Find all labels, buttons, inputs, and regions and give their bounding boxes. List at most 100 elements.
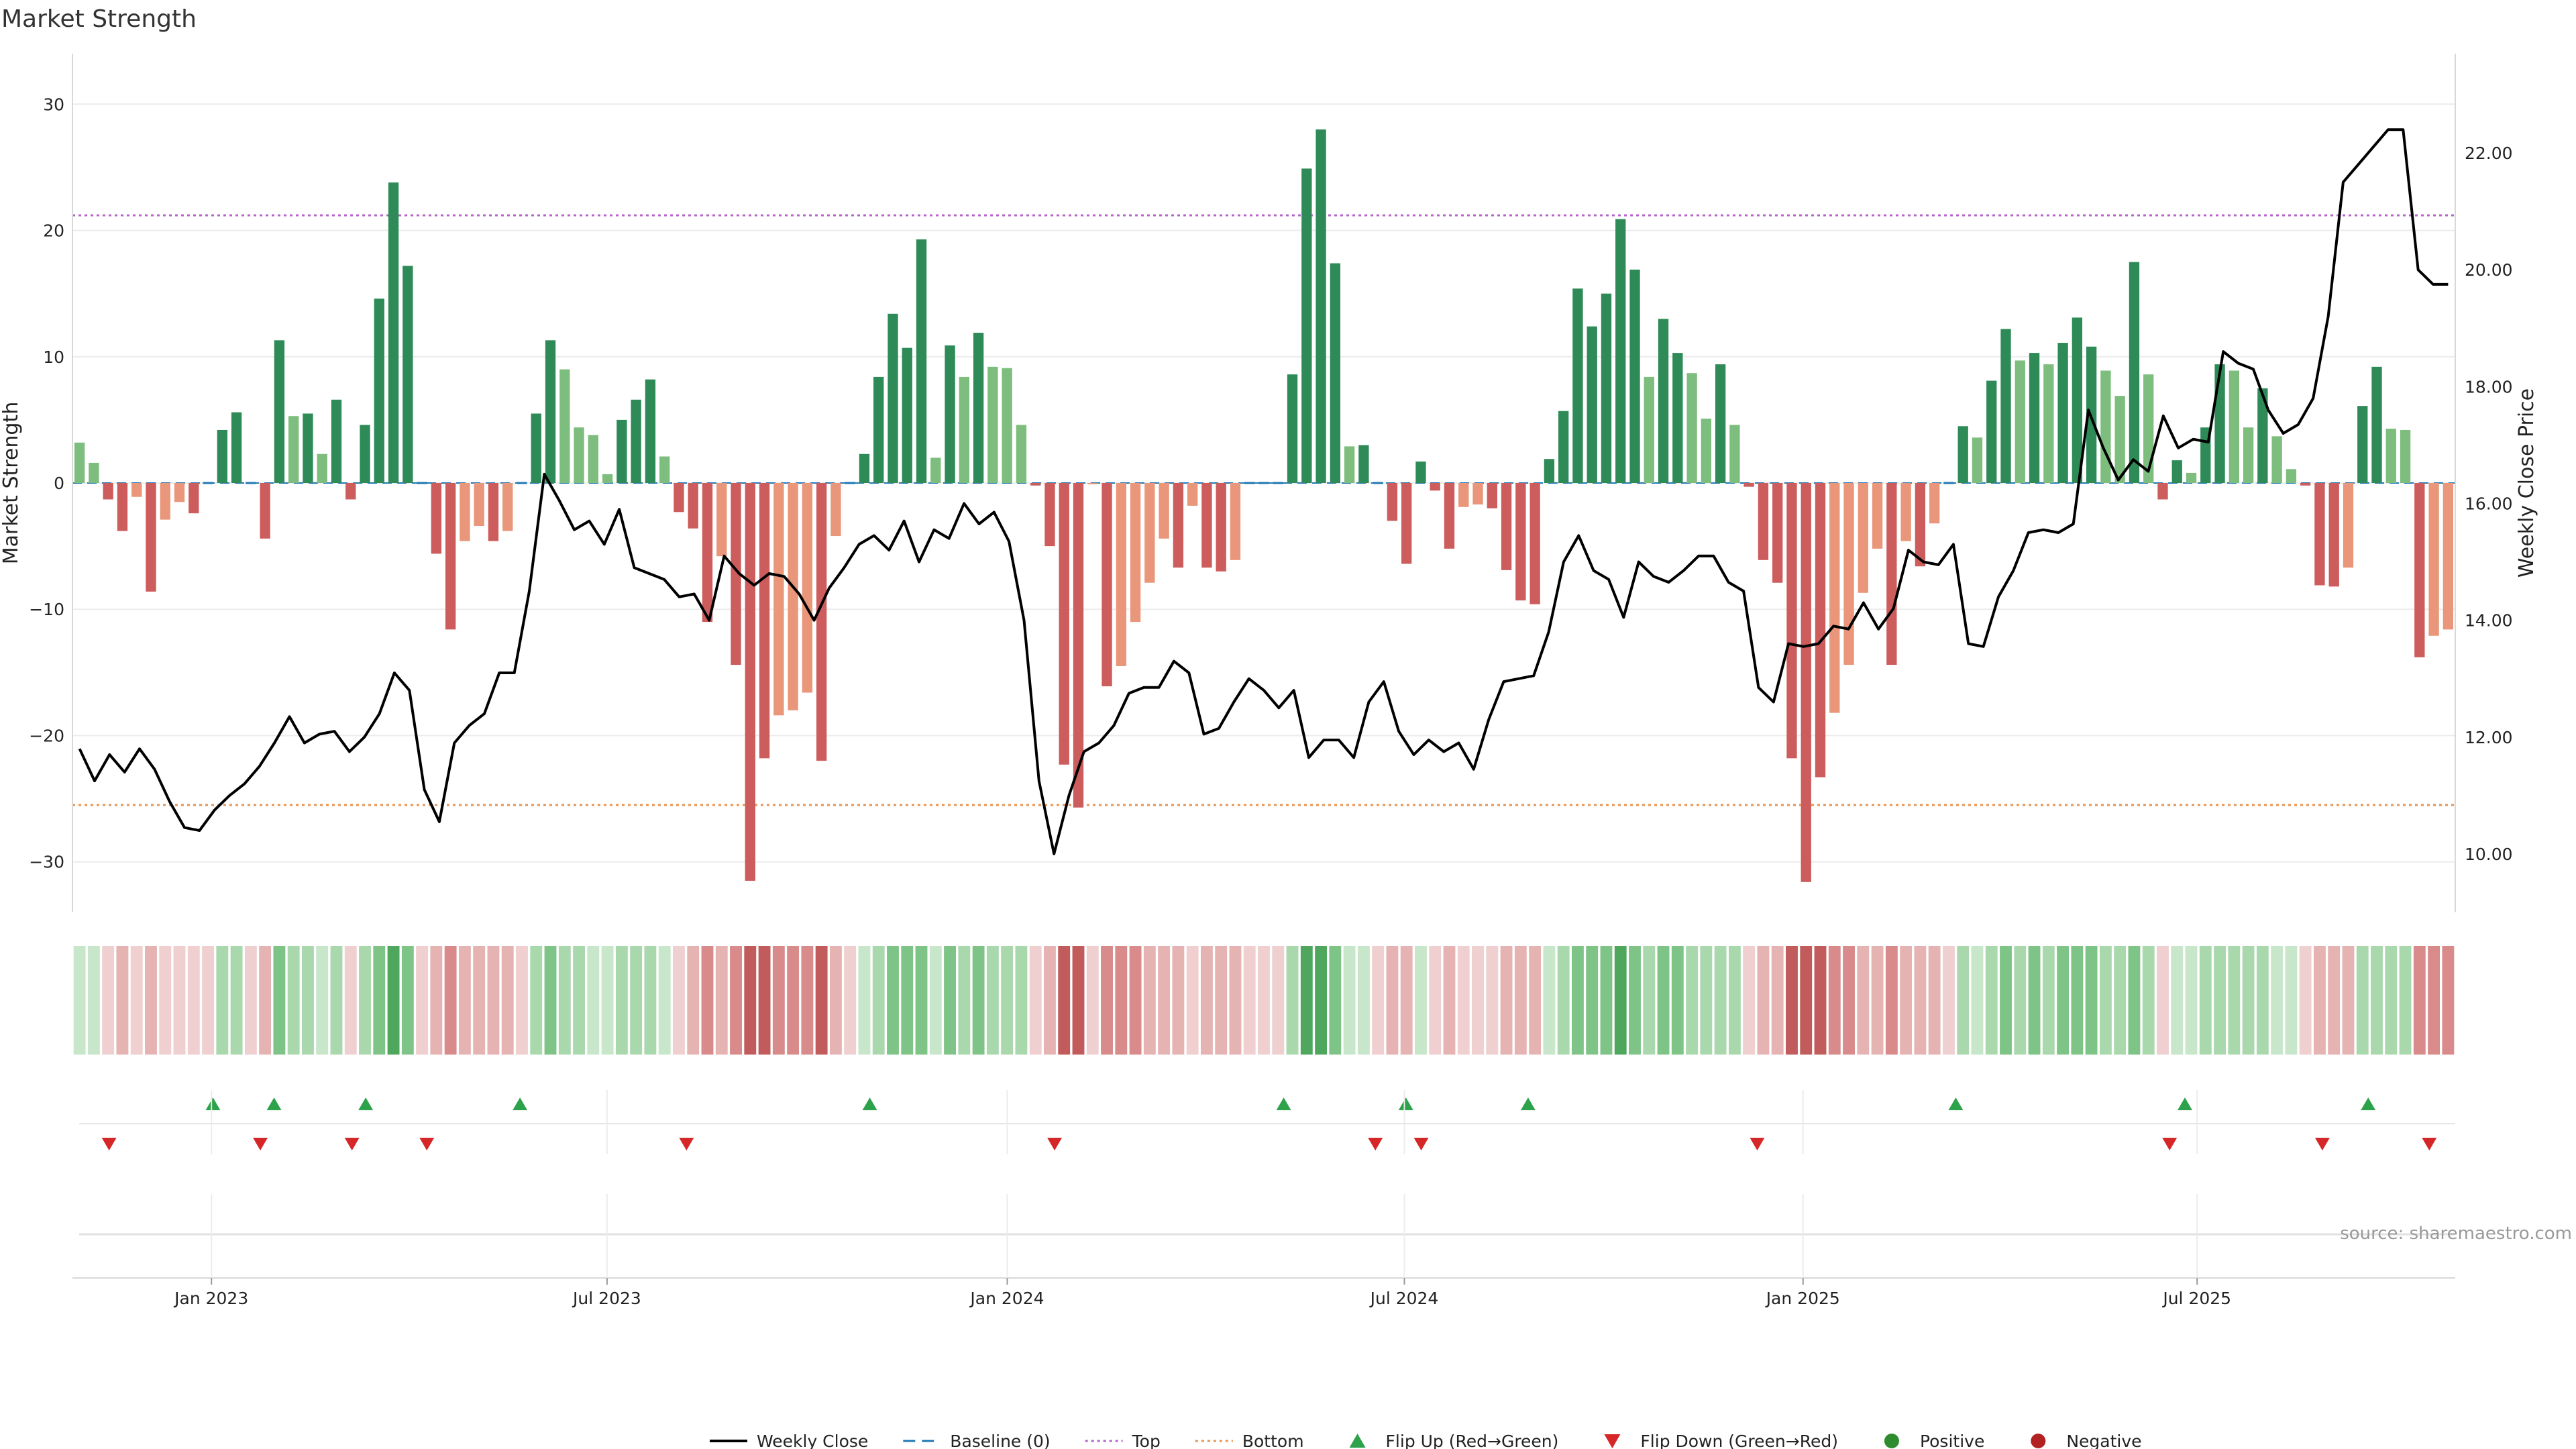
flip-down-marker — [1750, 1138, 1765, 1150]
flip-down-marker — [1047, 1138, 1063, 1150]
regime-cell — [844, 946, 857, 1055]
regime-cell — [2085, 946, 2098, 1055]
reference-lines — [72, 214, 2455, 806]
strength-bar — [1758, 483, 1769, 560]
legend-swatch-down-triangle — [1604, 1434, 1621, 1448]
strength-bar — [1472, 483, 1483, 504]
regime-cell — [373, 946, 386, 1055]
strength-bar — [2428, 483, 2439, 636]
regime-cell — [1885, 946, 1898, 1055]
strength-bar — [2129, 262, 2140, 483]
strength-bar — [1544, 459, 1555, 483]
strength-bar — [2114, 396, 2125, 483]
regime-cell — [1800, 946, 1813, 1055]
strength-bar — [288, 416, 299, 483]
flip-up-marker — [513, 1097, 528, 1110]
strength-bar — [2186, 472, 2197, 483]
regime-cell — [1415, 946, 1427, 1055]
regime-cell — [2285, 946, 2298, 1055]
regime-cell — [1386, 946, 1399, 1055]
strength-bar — [1301, 168, 1312, 483]
strength-bar — [945, 345, 955, 483]
regime-cell — [1971, 946, 1984, 1055]
regime-cell — [1900, 946, 1913, 1055]
legend-label: Positive — [1920, 1432, 1984, 1449]
strength-bar — [1701, 419, 1712, 483]
legend-item-positive: Positive — [1884, 1432, 1984, 1449]
regime-cell — [858, 946, 871, 1055]
regime-cell — [1529, 946, 1542, 1055]
regime-cell — [401, 946, 414, 1055]
regime-cell — [2185, 946, 2198, 1055]
strength-bar — [802, 483, 813, 693]
regime-cell — [102, 946, 115, 1055]
regime-cell — [359, 946, 371, 1055]
strength-bar — [260, 483, 270, 539]
legend-item-flip_up: Flip Up (Red→Green) — [1349, 1432, 1558, 1449]
regime-cell — [1286, 946, 1299, 1055]
strength-bar — [2257, 388, 2268, 483]
regime-cell — [715, 946, 728, 1055]
regime-cell — [1101, 946, 1113, 1055]
flip-down-marker — [2422, 1138, 2437, 1150]
legend-swatch-up-triangle — [1349, 1434, 1366, 1448]
strength-bar — [674, 483, 684, 513]
regime-cell — [829, 946, 842, 1055]
regime-cell — [801, 946, 814, 1055]
strength-bar — [1501, 483, 1512, 570]
regime-cell — [573, 946, 585, 1055]
regime-cell — [473, 946, 486, 1055]
strength-bar — [1030, 483, 1041, 486]
regime-cell — [1928, 946, 1941, 1055]
x-tick-label: Jan 2024 — [969, 1289, 1044, 1308]
regime-cell — [1557, 946, 1570, 1055]
regime-cell — [259, 946, 272, 1055]
regime-cell — [2228, 946, 2241, 1055]
strength-bar — [1287, 374, 1298, 483]
regime-cell — [130, 946, 143, 1055]
regime-cell — [230, 946, 243, 1055]
strength-bar — [2343, 483, 2354, 568]
regime-cell — [216, 946, 229, 1055]
x-tick-label: Jul 2025 — [2161, 1289, 2231, 1308]
regime-cell — [673, 946, 685, 1055]
regime-cell — [2242, 946, 2255, 1055]
strength-bar — [1558, 411, 1569, 483]
regime-cell — [558, 946, 571, 1055]
flip-up-marker — [1948, 1097, 1964, 1110]
strength-bar — [716, 483, 727, 557]
strength-bar — [274, 340, 285, 483]
regime-cell — [2114, 946, 2127, 1055]
strength-bar — [816, 483, 827, 761]
strength-bar — [1116, 483, 1126, 666]
regime-cell — [1871, 946, 1884, 1055]
strength-bar — [545, 340, 556, 483]
strength-bar — [987, 366, 998, 483]
regime-cell — [986, 946, 999, 1055]
strength-bar — [859, 453, 870, 483]
flip-up-marker — [1276, 1097, 1291, 1110]
strength-bar — [1686, 373, 1697, 483]
regime-cell — [915, 946, 928, 1055]
regime-cell — [1985, 946, 1998, 1055]
regime-cell — [2028, 946, 2041, 1055]
regime-cell — [1728, 946, 1741, 1055]
legend: Weekly Close Baseline (0) Top Bottom Flip Up… — [710, 1432, 2142, 1449]
regime-cell — [1629, 946, 1641, 1055]
strength-bar — [1929, 483, 1940, 524]
regime-cell — [1586, 946, 1599, 1055]
right-tick-label: 22.00 — [2465, 144, 2513, 163]
strength-bar — [1601, 293, 1612, 483]
regime-cell — [1514, 946, 1527, 1055]
strength-bar — [2043, 364, 2054, 483]
regime-cell — [2413, 946, 2426, 1055]
legend-label: Weekly Close — [757, 1432, 868, 1449]
right-tick-label: 18.00 — [2465, 377, 2513, 396]
strength-bar — [74, 442, 85, 483]
regime-cell — [744, 946, 757, 1055]
strength-bar — [973, 333, 984, 483]
regime-cell — [772, 946, 785, 1055]
strength-bar — [1743, 483, 1754, 487]
strength-bar — [345, 483, 356, 500]
